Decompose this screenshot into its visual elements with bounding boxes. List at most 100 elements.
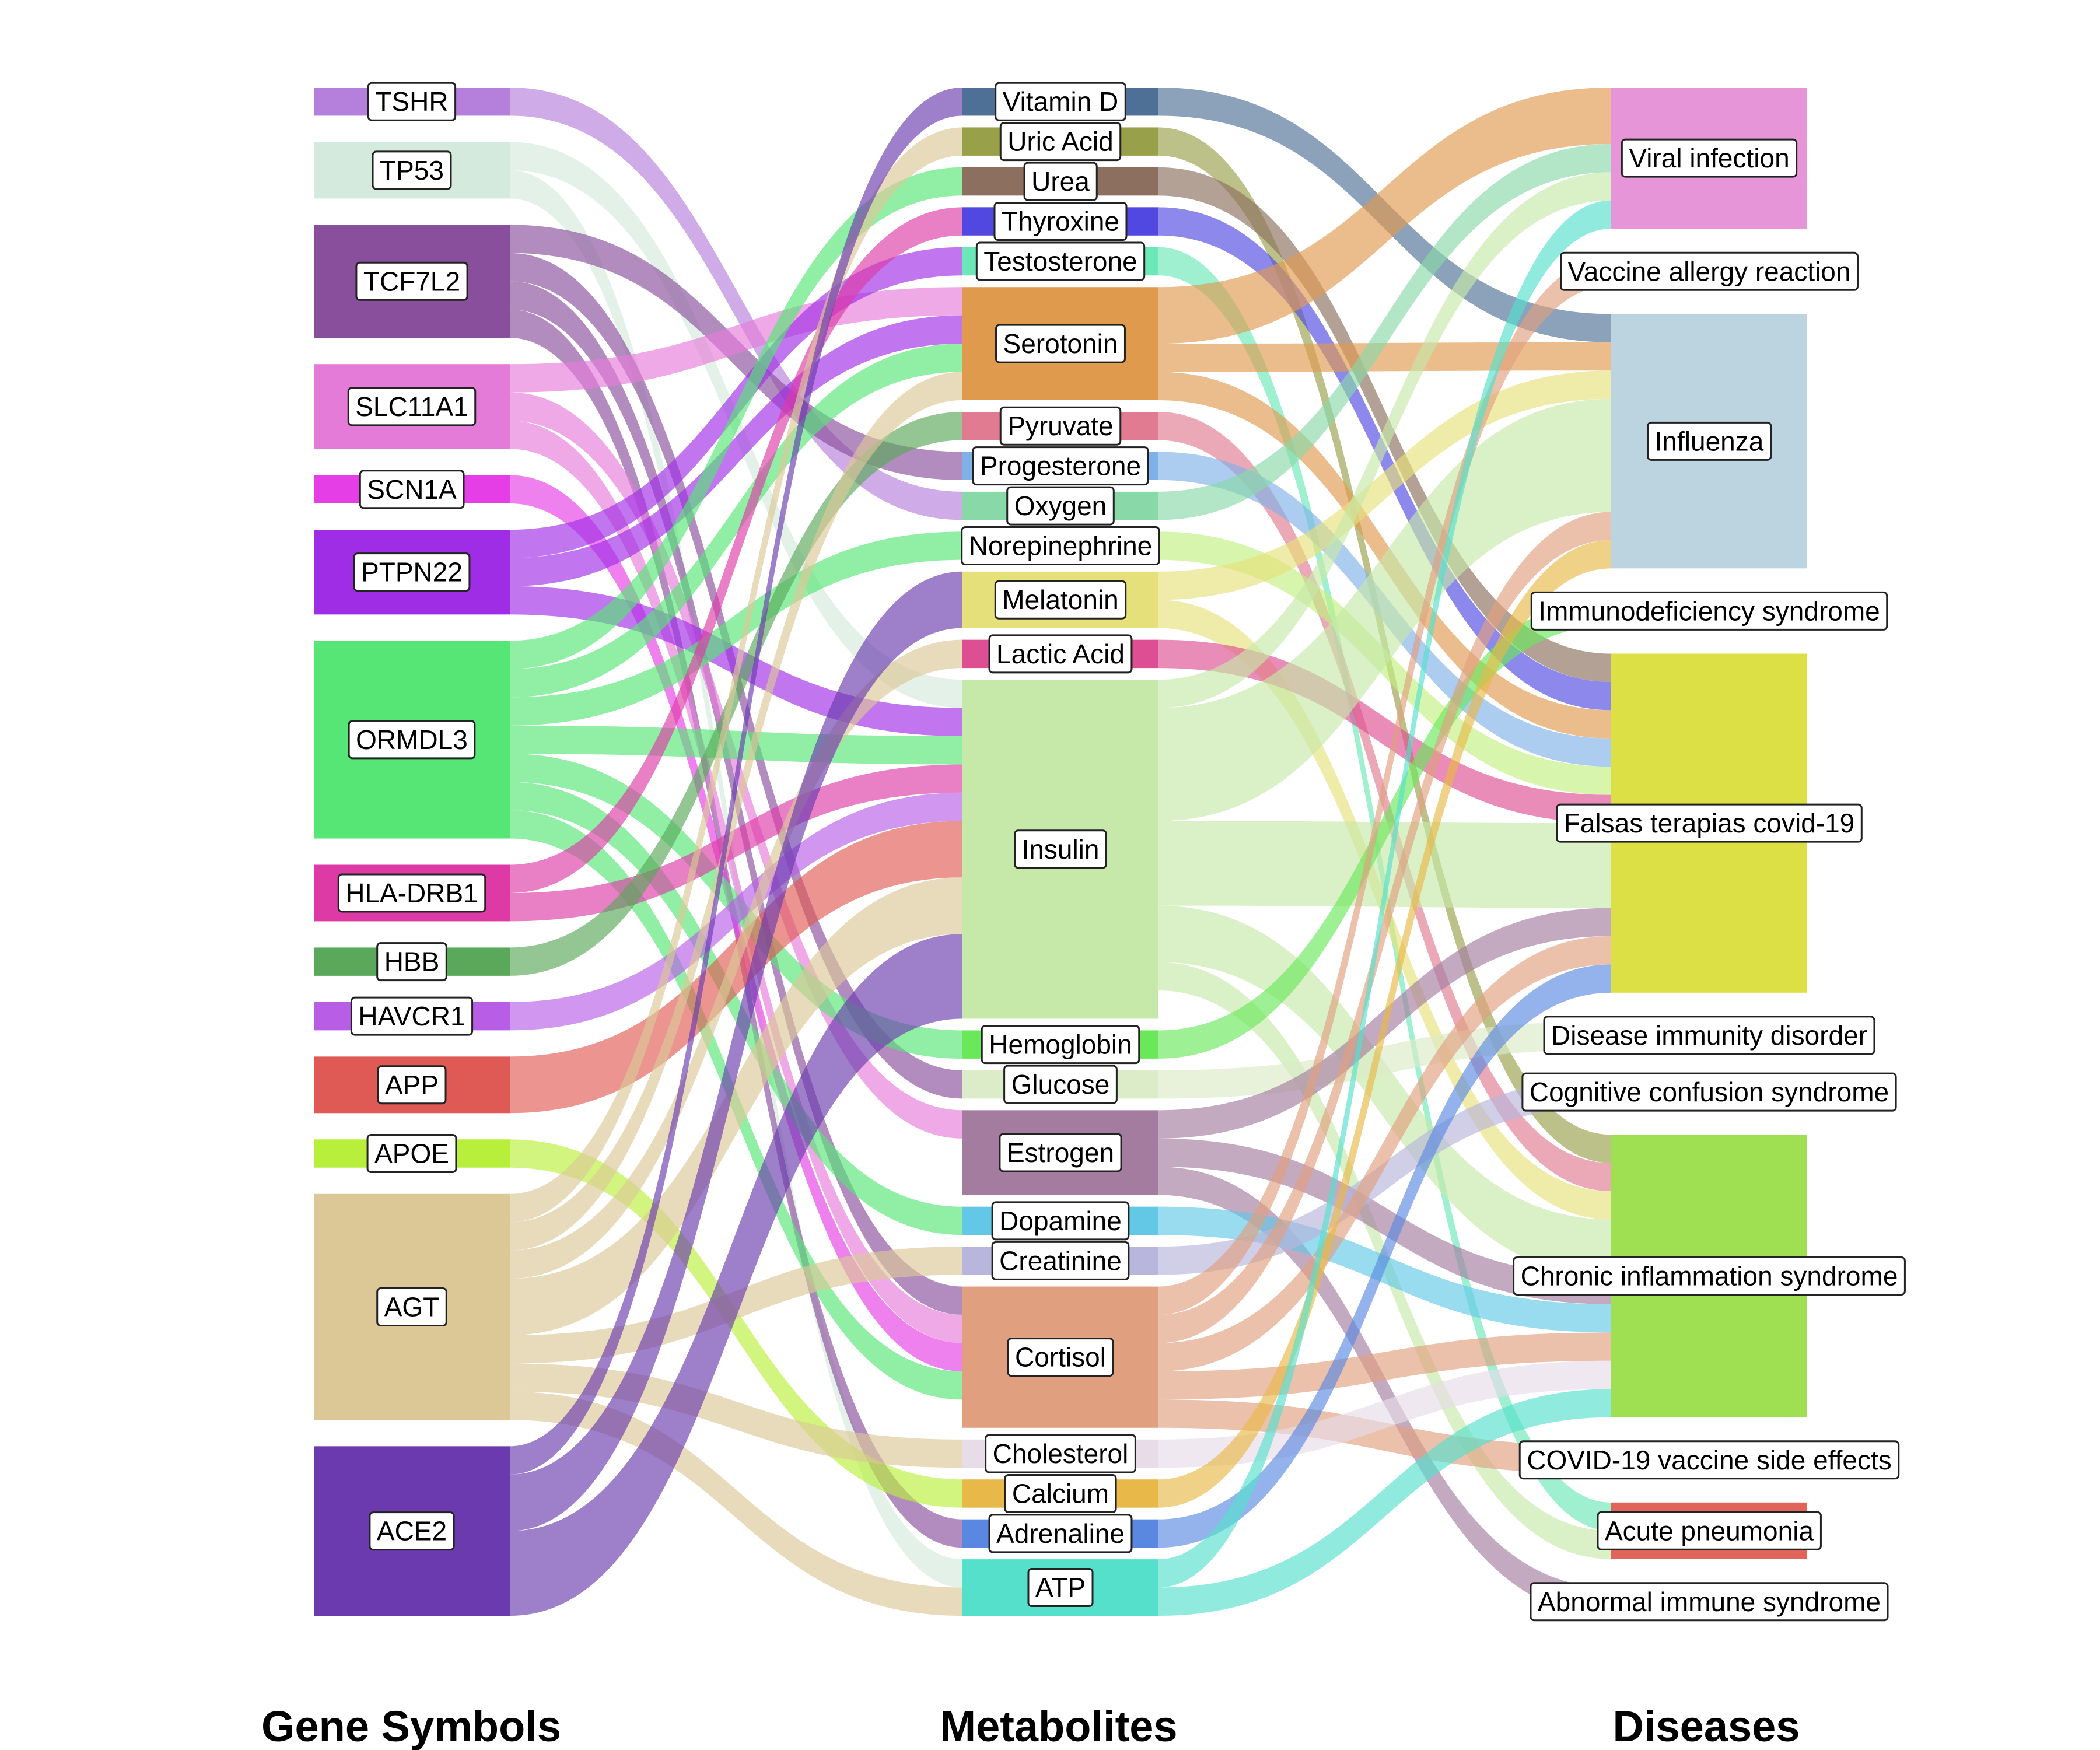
- sankey-links: [510, 88, 1611, 1616]
- node-label: Uric Acid: [1007, 127, 1113, 157]
- node-label: Calcium: [1012, 1478, 1109, 1508]
- node-label-box: [994, 580, 1127, 620]
- node-label: Progesterone: [980, 451, 1141, 481]
- node-label: APP: [385, 1070, 439, 1100]
- node-label-box: [1513, 1256, 1906, 1296]
- sankey-link: [510, 412, 963, 976]
- node-label-box: [1560, 251, 1859, 291]
- sankey-link: [510, 792, 963, 1031]
- node-label: Vaccine allergy reaction: [1568, 256, 1851, 286]
- sankey-link: [510, 531, 963, 726]
- node-label-box: [347, 387, 477, 426]
- sankey-link: [510, 344, 963, 698]
- node-label-box: [1556, 803, 1863, 843]
- node-label-box: [1620, 138, 1798, 178]
- node-label: Dopamine: [999, 1206, 1122, 1236]
- node-label: Creatinine: [999, 1245, 1122, 1276]
- node-label: Estrogen: [1007, 1138, 1114, 1168]
- node-label-box: [1530, 1582, 1889, 1622]
- sankey-link: [510, 571, 963, 1531]
- node-label-box: [376, 942, 447, 982]
- node-label: HLA-DRB1: [345, 878, 478, 908]
- sankey-link: [1158, 540, 1611, 1508]
- sankey-link: [1158, 88, 1611, 344]
- sankey-link: [1158, 370, 1611, 600]
- node-label: COVID-19 vaccine side effects: [1527, 1445, 1892, 1475]
- node-label-box: [972, 446, 1149, 486]
- node-label-box: [1003, 1065, 1118, 1104]
- sankey-link: [510, 287, 963, 393]
- node-label: Cholesterol: [993, 1438, 1129, 1469]
- sankey-link: [510, 1139, 963, 1508]
- node-label: Glucose: [1012, 1069, 1110, 1100]
- node-label-box: [988, 634, 1133, 674]
- node-label: Vitamin D: [1003, 86, 1119, 117]
- column-title-diseases: Diseases: [1613, 1702, 1800, 1750]
- node-label-box: [355, 261, 468, 301]
- sankey-link: [510, 207, 963, 893]
- node-label-box: [975, 242, 1146, 281]
- node-label: Cortisol: [1015, 1342, 1106, 1373]
- sankey-link: [1158, 639, 1611, 824]
- node-label-box: [1014, 830, 1107, 869]
- node-label: Cognitive confusion syndrome: [1530, 1077, 1889, 1107]
- node-label-box: [995, 324, 1126, 363]
- node-label-box: [981, 1025, 1140, 1065]
- node-label-box: [961, 526, 1160, 566]
- node-label: Pyruvate: [1007, 411, 1114, 441]
- sankey-link: [510, 764, 963, 922]
- node-label-box: [377, 1065, 447, 1105]
- node-label: AGT: [384, 1292, 440, 1322]
- sankey-link: [1158, 167, 1611, 682]
- sankey-link: [1158, 412, 1611, 1192]
- sankey-link: [1158, 1167, 1611, 1616]
- node-label: Hemoglobin: [989, 1030, 1132, 1060]
- node-label: Influenza: [1655, 426, 1764, 456]
- node-label: SCN1A: [367, 474, 457, 505]
- sankey-link: [510, 392, 963, 1139]
- sankey-link: [510, 315, 963, 586]
- sankey-link: [510, 88, 963, 520]
- sankey-link: [1158, 905, 1611, 1276]
- sankey-link: [1158, 257, 1611, 1315]
- node-label-box: [348, 720, 476, 760]
- node-label-box: [1543, 1016, 1875, 1055]
- sankey-link: [510, 877, 963, 1335]
- node-label: TSHR: [375, 86, 448, 117]
- sankey-link: [1158, 172, 1611, 708]
- node-label-box: [337, 873, 487, 913]
- node-label: Chronic inflammation syndrome: [1521, 1261, 1898, 1291]
- node-label-box: [1530, 591, 1888, 631]
- node-label: Falsas terapias covid-19: [1564, 808, 1855, 838]
- sankey-link: [1158, 398, 1611, 821]
- node-label-box: [995, 82, 1126, 121]
- node-label-box: [372, 150, 452, 190]
- sankey-link: [510, 167, 963, 669]
- node-label-box: [359, 470, 465, 509]
- sankey-link: [510, 782, 963, 1236]
- node-label-box: [1007, 1338, 1114, 1377]
- node-label-box: [988, 1514, 1133, 1553]
- sankey-link: [1158, 600, 1611, 1220]
- sankey-link: [510, 934, 963, 1616]
- node-label-box: [350, 996, 474, 1036]
- sankey-link: [1158, 512, 1611, 1343]
- node-label: Disease immunity disorder: [1551, 1020, 1867, 1051]
- node-label: TP53: [380, 155, 444, 186]
- sankey-link: [1158, 821, 1611, 908]
- sankey-link: [510, 127, 963, 1223]
- node-label: Oxygen: [1014, 491, 1107, 521]
- sankey-link: [510, 372, 963, 1251]
- node-label-box: [985, 1434, 1136, 1474]
- node-label: Lactic Acid: [996, 639, 1125, 669]
- node-label: Acute pneumonia: [1605, 1516, 1814, 1546]
- node-label-box: [991, 1241, 1130, 1280]
- node-label: ATP: [1035, 1573, 1086, 1603]
- node-label-box: [999, 406, 1122, 446]
- node-label: Serotonin: [1003, 328, 1118, 359]
- sankey-link: [510, 639, 963, 1279]
- node-label-box: [367, 82, 457, 121]
- sankey-link: [1158, 144, 1611, 520]
- node-label-box: [1023, 162, 1098, 201]
- sankey-link: [1158, 200, 1611, 1588]
